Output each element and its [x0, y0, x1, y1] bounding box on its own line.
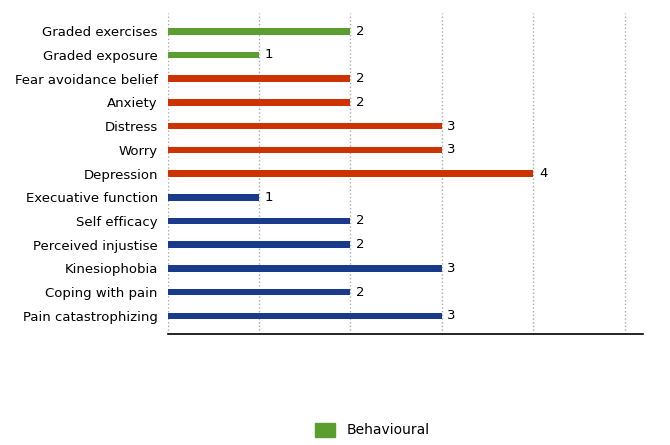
- Text: 3: 3: [448, 309, 456, 322]
- Bar: [168, 289, 350, 295]
- Bar: [168, 241, 350, 248]
- Text: 3: 3: [448, 262, 456, 275]
- Text: 3: 3: [448, 143, 456, 156]
- Legend: Behavioural, Emotional, Cognitive: Behavioural, Emotional, Cognitive: [308, 416, 437, 445]
- Text: 2: 2: [356, 214, 364, 227]
- Bar: [168, 146, 442, 153]
- Text: 2: 2: [356, 286, 364, 299]
- Bar: [168, 99, 350, 106]
- Bar: [168, 75, 350, 82]
- Bar: [168, 218, 350, 224]
- Bar: [168, 170, 533, 177]
- Text: 2: 2: [356, 96, 364, 109]
- Text: 3: 3: [448, 120, 456, 133]
- Bar: [168, 52, 259, 58]
- Text: 2: 2: [356, 25, 364, 38]
- Text: 1: 1: [265, 49, 273, 61]
- Text: 4: 4: [539, 167, 547, 180]
- Text: 2: 2: [356, 238, 364, 251]
- Bar: [168, 194, 259, 201]
- Bar: [168, 312, 442, 319]
- Text: 2: 2: [356, 72, 364, 85]
- Bar: [168, 265, 442, 272]
- Text: 1: 1: [265, 191, 273, 204]
- Bar: [168, 28, 350, 35]
- Bar: [168, 123, 442, 129]
